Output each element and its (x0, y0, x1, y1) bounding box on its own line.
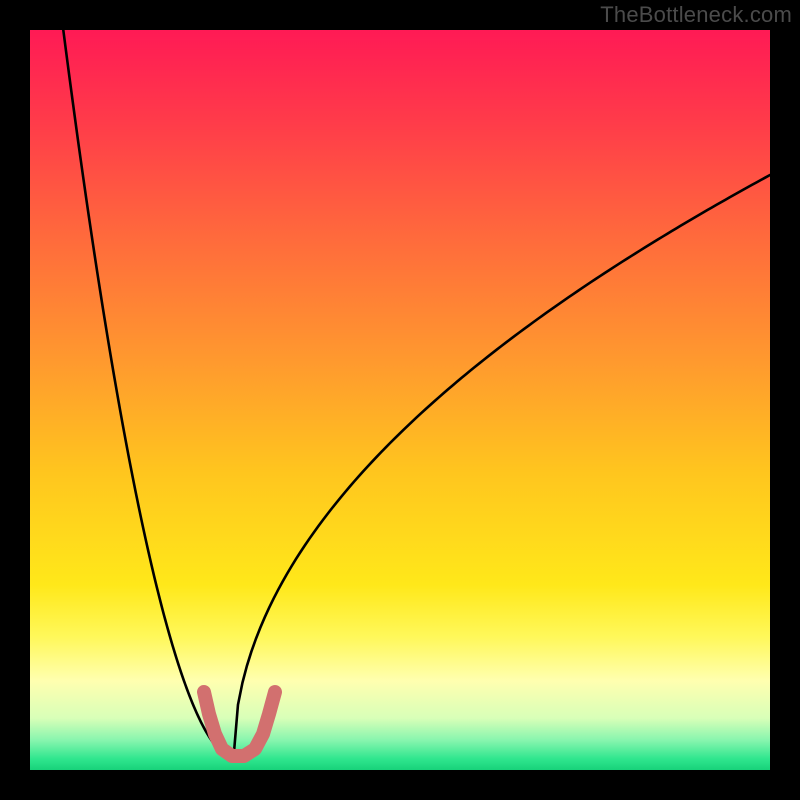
watermark-text: TheBottleneck.com (600, 2, 792, 28)
plot-area (30, 30, 770, 770)
chart-svg (0, 0, 800, 800)
chart-frame: TheBottleneck.com (0, 0, 800, 800)
